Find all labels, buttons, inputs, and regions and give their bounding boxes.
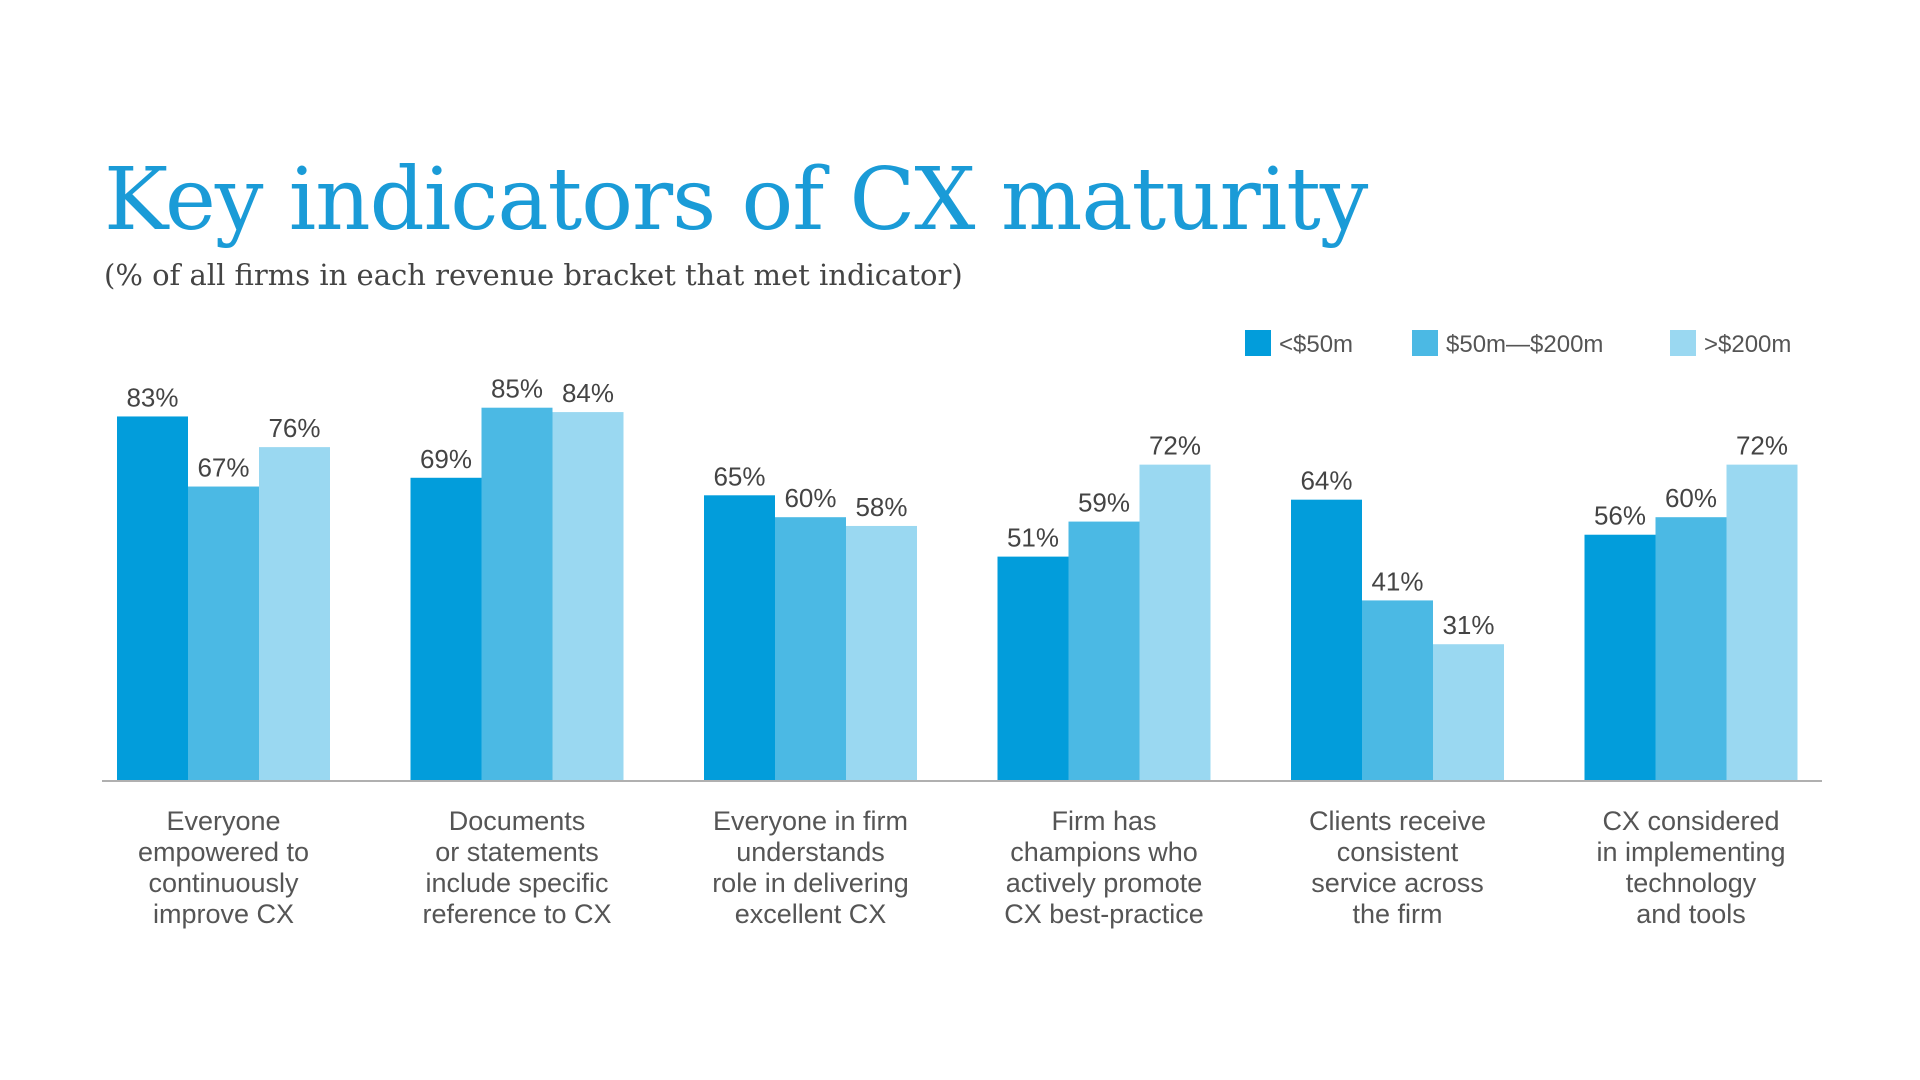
bar-value-label: 31%: [1442, 610, 1494, 640]
bar-value-label: 65%: [713, 461, 765, 491]
category-label: Documents or statements include specific re…: [422, 806, 611, 929]
bar: [481, 407, 553, 780]
legend: <$50m $50m—$200m >$200m: [1245, 330, 1791, 358]
bar-value-label: 67%: [197, 453, 249, 483]
bar: [1726, 464, 1798, 780]
bar-value-label: 72%: [1736, 431, 1788, 461]
chart-subtitle: (% of all firms in each revenue bracket …: [104, 258, 963, 292]
bar: [1433, 644, 1504, 780]
bar: [846, 525, 917, 780]
bar-value-label: 56%: [1594, 501, 1646, 531]
category-label: Everyone empowered to continuously improve …: [138, 806, 309, 929]
category-label: Clients receive consistent service across t…: [1309, 806, 1486, 929]
bars: [117, 407, 1798, 780]
category-label: CX considered in implementing technology an…: [1596, 806, 1785, 929]
bar-value-label: 60%: [1665, 483, 1717, 513]
bar-value-label: 69%: [420, 444, 472, 474]
legend-label: <$50m: [1279, 331, 1353, 358]
bar: [188, 486, 259, 780]
bar: [117, 416, 188, 780]
category-labels: Everyone empowered to continuously improve …: [138, 806, 1786, 929]
bar-value-label: 85%: [491, 374, 543, 404]
category-label: Everyone in firm understands role in deliv…: [712, 806, 909, 929]
legend-label: $50m—$200m: [1446, 331, 1603, 358]
bar-value-label: 41%: [1371, 566, 1423, 596]
value-labels: 83% 67% 76% 69% 85% 84% 65% 60% 58% 51% 59% 72% 64% 4…: [126, 374, 1788, 641]
legend-swatch: [1245, 330, 1271, 356]
bar: [410, 477, 482, 780]
bar-value-label: 84%: [562, 378, 614, 408]
bar-value-label: 58%: [855, 492, 907, 522]
bar: [552, 412, 624, 780]
bar: [775, 517, 846, 780]
legend-swatch: [1670, 330, 1696, 356]
bar: [997, 556, 1069, 780]
bar: [259, 447, 330, 780]
bar: [1655, 517, 1727, 780]
legend-label: >$200m: [1704, 331, 1791, 358]
bar-value-label: 64%: [1300, 466, 1352, 496]
bar-value-label: 72%: [1149, 431, 1201, 461]
category-label: Firm has champions who actively promote CX …: [1004, 806, 1204, 929]
bar: [1139, 464, 1211, 780]
bar: [1068, 521, 1140, 780]
bar-value-label: 51%: [1007, 523, 1059, 553]
bar: [1291, 499, 1362, 780]
bar: [1584, 534, 1656, 780]
legend-swatch: [1412, 330, 1438, 356]
bar: [1362, 600, 1433, 780]
bar-value-label: 60%: [784, 483, 836, 513]
bar-value-label: 59%: [1078, 488, 1130, 518]
chart-title: Key indicators of CX maturity: [104, 150, 1368, 250]
bar: [704, 495, 775, 780]
bar-value-label: 83%: [126, 382, 178, 412]
bar-value-label: 76%: [268, 413, 320, 443]
